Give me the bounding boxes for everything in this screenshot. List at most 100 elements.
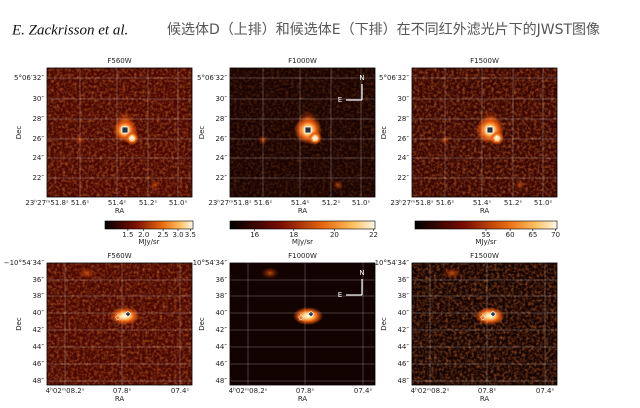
x-tick-label: 51.4ˢ: [291, 199, 310, 207]
y-axis-label: Dec: [380, 126, 388, 140]
y-tick-label: 48″: [215, 377, 227, 385]
colorbar-tick-label: 16: [250, 231, 259, 239]
marker-star: ✩: [297, 314, 305, 324]
panel-title: F560W: [107, 57, 131, 65]
x-tick-label: 23ʰ27ᵐ51.8ˢ: [208, 199, 252, 207]
y-tick-label: 46″: [397, 360, 409, 368]
source: [490, 131, 504, 145]
x-tick-label: 07.8ˢ: [478, 387, 497, 395]
caption: 候选体D（上排）和候选体E（下排）在不同红外滤光片下的JWST图像: [167, 22, 600, 38]
x-tick-label: 23ʰ27ᵐ51.8ˢ: [25, 199, 69, 207]
image-frame: [229, 262, 376, 386]
halo: [150, 180, 160, 190]
x-tick-label: 07.4ˢ: [536, 387, 555, 395]
halo: [261, 267, 279, 279]
y-tick-label: 28″: [32, 115, 44, 123]
colorbar-label: MJy/sr: [475, 238, 496, 246]
y-tick-label: −10°54′34″: [4, 259, 45, 267]
y-tick-label: 22″: [397, 174, 409, 182]
x-axis-label: RA: [298, 207, 308, 215]
source: [110, 307, 140, 325]
x-tick-label: 51.6ˢ: [436, 199, 455, 207]
x-tick-label: 51.2ˢ: [139, 199, 158, 207]
panel-title: F1500W: [470, 252, 499, 260]
x-tick-label: 51.0ˢ: [169, 199, 188, 207]
x-tick-label: 51.6ˢ: [71, 199, 90, 207]
y-tick-label: 28″: [397, 115, 409, 123]
image-frame: [46, 262, 193, 386]
halo: [75, 135, 85, 145]
y-tick-label: 36″: [215, 276, 227, 284]
x-tick-label: 07.4ˢ: [354, 387, 373, 395]
y-tick-label: 5°06′32″: [14, 74, 44, 82]
colorbar-tick-label: 22: [369, 231, 378, 239]
compass-n-label: N: [359, 74, 364, 82]
x-tick-label: 4ʰ02ᵐ08.2ˢ: [46, 387, 85, 395]
y-tick-label: 48″: [32, 377, 44, 385]
y-tick-label: 24″: [397, 154, 409, 162]
y-tick-label: 5°06′32″: [379, 74, 409, 82]
x-axis-label: RA: [115, 395, 125, 403]
x-tick-label: 23ʰ27ᵐ51.8ˢ: [390, 199, 434, 207]
x-axis-label: RA: [115, 207, 125, 215]
marker-square: [486, 126, 494, 134]
halo: [78, 267, 96, 279]
image-frame: [411, 262, 558, 386]
image-frame: [411, 67, 558, 198]
colorbar-tick-label: 55: [482, 231, 491, 239]
halo: [333, 180, 343, 190]
x-axis-label: RA: [298, 395, 308, 403]
author: E. Zackrisson et al.: [11, 22, 128, 38]
source: [293, 307, 323, 325]
y-tick-label: 40″: [215, 309, 227, 317]
y-tick-label: 24″: [215, 154, 227, 162]
marker-diamond: [489, 310, 497, 318]
colorbar-tick-label: 2.0: [138, 231, 149, 239]
y-tick-label: −10°54′34″: [187, 259, 228, 267]
x-tick-label: 07.4ˢ: [171, 387, 190, 395]
y-tick-label: 46″: [32, 360, 44, 368]
y-tick-label: 42″: [397, 326, 409, 334]
y-axis-label: Dec: [15, 317, 23, 331]
colorbar-tick-label: 20: [330, 231, 339, 239]
x-axis-label: RA: [480, 395, 490, 403]
source: [308, 131, 322, 145]
colorbar-tick-label: 3.0: [172, 231, 183, 239]
x-tick-label: 4ʰ02ᵐ08.2ˢ: [411, 387, 450, 395]
colorbar-label: MJy/sr: [292, 238, 313, 246]
y-tick-label: 28″: [215, 115, 227, 123]
y-tick-label: 36″: [397, 276, 409, 284]
y-tick-label: 36″: [32, 276, 44, 284]
marker-star: ✩: [128, 135, 136, 145]
y-tick-label: 38″: [215, 292, 227, 300]
x-tick-label: 51.2ˢ: [504, 199, 523, 207]
marker-star: ✩: [493, 135, 501, 145]
y-tick-label: 22″: [32, 174, 44, 182]
halo: [515, 180, 525, 190]
marker-square: [304, 126, 312, 134]
colorbar-tick-label: 65: [528, 231, 537, 239]
marker-star: ✩: [311, 135, 319, 145]
panel-title: F560W: [107, 252, 131, 260]
y-axis-label: Dec: [198, 317, 206, 331]
y-tick-label: 24″: [32, 154, 44, 162]
halo: [440, 135, 450, 145]
x-tick-label: 4ʰ02ᵐ08.2ˢ: [229, 387, 268, 395]
image-frame: [229, 67, 376, 198]
y-tick-label: 22″: [215, 174, 227, 182]
x-tick-label: 07.8ˢ: [113, 387, 132, 395]
halo: [443, 267, 461, 279]
marker-star: ✩: [114, 314, 122, 324]
colorbar-tick-label: 18: [289, 231, 298, 239]
x-tick-label: 51.0ˢ: [534, 199, 553, 207]
colorbar: [104, 220, 194, 230]
y-tick-label: 26″: [397, 135, 409, 143]
colorbar-label: MJy/sr: [138, 238, 159, 246]
colorbar-tick-label: 3.5: [185, 231, 196, 239]
colorbar-tick-label: 60: [506, 231, 515, 239]
colorbar: [229, 220, 376, 230]
y-tick-label: 46″: [215, 360, 227, 368]
x-tick-label: 07.8ˢ: [296, 387, 315, 395]
y-tick-label: 26″: [32, 135, 44, 143]
